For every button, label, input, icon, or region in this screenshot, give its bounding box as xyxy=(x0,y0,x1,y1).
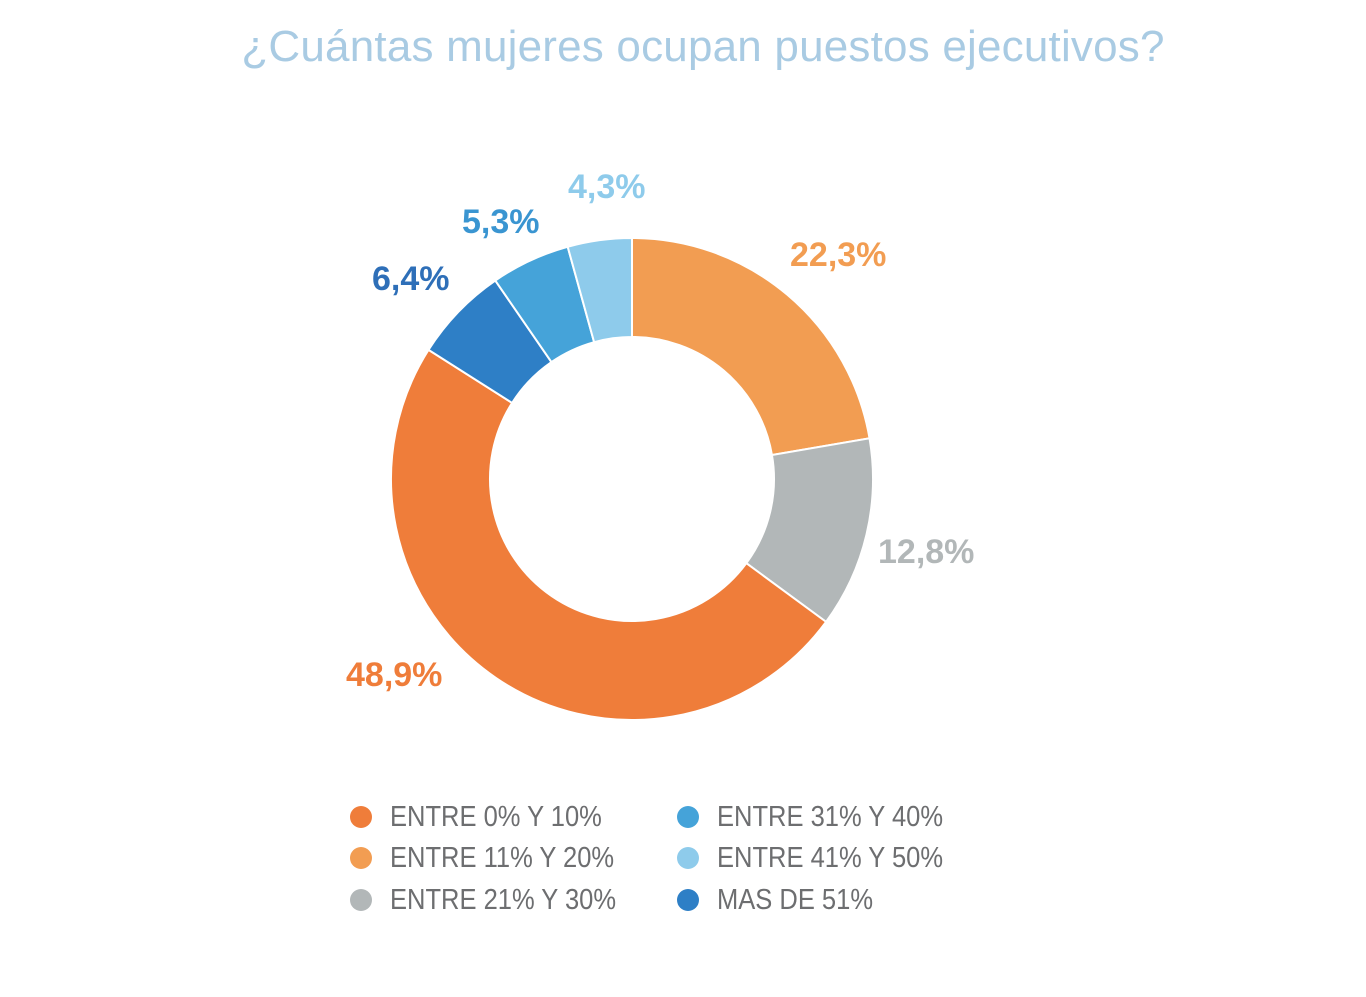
slice-value-label: 22,3% xyxy=(790,236,886,274)
legend-item: ENTRE 0% Y 10% xyxy=(350,800,631,834)
donut-slice xyxy=(390,348,828,721)
legend-item: ENTRE 21% Y 30% xyxy=(350,883,647,917)
legend-label: ENTRE 41% Y 50% xyxy=(717,841,944,874)
legend-item: ENTRE 31% Y 40% xyxy=(677,800,974,834)
legend-label: ENTRE 11% Y 20% xyxy=(390,841,615,874)
legend-item: ENTRE 11% Y 20% xyxy=(350,841,645,875)
slice-value-label: 6,4% xyxy=(372,260,450,298)
slice-value-label: 4,3% xyxy=(568,168,646,206)
slice-value-label: 12,8% xyxy=(878,533,974,571)
legend-swatch xyxy=(677,847,699,869)
chart-legend: ENTRE 0% Y 10% ENTRE 11% Y 20% ENTRE 21% Y… xyxy=(350,800,990,930)
donut-slice xyxy=(631,236,871,457)
legend-swatch xyxy=(350,847,372,869)
legend-label: ENTRE 0% Y 10% xyxy=(390,800,602,833)
slice-value-label: 48,9% xyxy=(346,656,442,694)
chart-title: ¿Cuántas mujeres ocupan puestos ejecutiv… xyxy=(241,22,1165,71)
legend-label: MAS DE 51% xyxy=(717,883,874,916)
legend-item: ENTRE 41% Y 50% xyxy=(677,841,974,875)
legend-swatch xyxy=(677,806,699,828)
legend-label: ENTRE 31% Y 40% xyxy=(717,800,944,833)
legend-item: MAS DE 51% xyxy=(677,883,894,917)
legend-swatch xyxy=(350,806,372,828)
legend-swatch xyxy=(350,889,372,911)
legend-label: ENTRE 21% Y 30% xyxy=(390,883,617,916)
slice-value-label: 5,3% xyxy=(462,203,540,241)
donut-slice xyxy=(566,236,633,344)
legend-swatch xyxy=(677,889,699,911)
